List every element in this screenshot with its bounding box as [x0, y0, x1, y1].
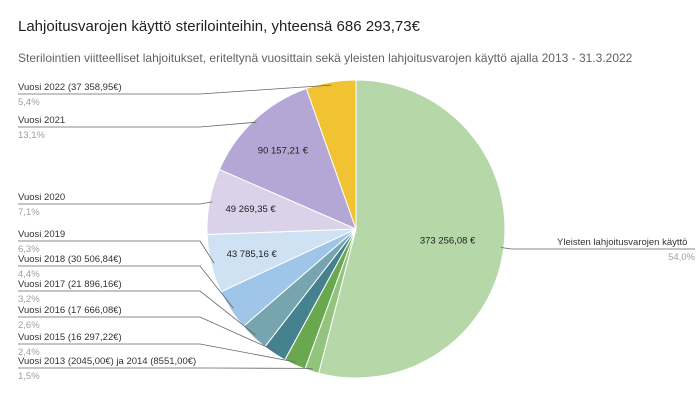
- slice-name-label: Vuosi 2018 (30 506,84€): [18, 254, 122, 265]
- slice-percent-label: 4,4%: [18, 269, 40, 280]
- chart-subtitle: Sterilointien viitteelliset lahjoitukset…: [18, 51, 633, 65]
- leader-line: [18, 240, 215, 264]
- slice-percent-label: 3,2%: [18, 294, 40, 305]
- pie-slice: [218, 87, 357, 230]
- slice-name-label: Vuosi 2013 (2045,00€) ja 2014 (8551,00€): [18, 356, 196, 367]
- slice-name-label: Vuosi 2016 (17 666,08€): [18, 305, 122, 316]
- slice-percent-label: 6,3%: [18, 244, 40, 255]
- slice-name-label: Yleisten lahjoitusvarojen käyttö: [557, 237, 687, 248]
- slice-name-label: Vuosi 2022 (37 358,95€): [18, 82, 122, 93]
- slice-percent-label: 2,6%: [18, 320, 40, 331]
- slice-percent-label: 13,1%: [18, 130, 45, 141]
- slice-name-label: Vuosi 2019: [18, 229, 65, 240]
- leader-line: [18, 343, 296, 363]
- leader-line: [18, 265, 234, 309]
- slice-name-label: Vuosi 2020: [18, 192, 65, 203]
- leader-line: [18, 84, 332, 95]
- slice-percent-label: 7,1%: [18, 207, 40, 218]
- slice-value-label: 373 256,08 €: [420, 236, 476, 247]
- slice-name-label: Vuosi 2017 (21 896,16€): [18, 279, 122, 290]
- slice-percent-label: 2,4%: [18, 347, 40, 358]
- leader-line: [500, 247, 695, 250]
- slice-percent-label: 54,0%: [668, 252, 695, 263]
- slice-percent-label: 1,5%: [18, 371, 40, 382]
- slice-value-label: 43 785,16 €: [227, 249, 278, 260]
- leader-line: [18, 121, 257, 128]
- slice-value-label: 90 157,21 €: [258, 146, 309, 157]
- leader-line: [18, 290, 256, 336]
- leader-line: [18, 316, 277, 352]
- slice-percent-label: 5,4%: [18, 97, 40, 108]
- leader-line: [18, 201, 213, 205]
- slice-name-label: Vuosi 2015 (16 297,22€): [18, 332, 122, 343]
- pie-slice: [305, 79, 357, 230]
- chart-title: Lahjoitusvarojen käyttö sterilointeihin,…: [18, 18, 420, 35]
- slice-name-label: Vuosi 2021: [18, 115, 65, 126]
- slice-value-label: 49 269,35 €: [226, 204, 277, 215]
